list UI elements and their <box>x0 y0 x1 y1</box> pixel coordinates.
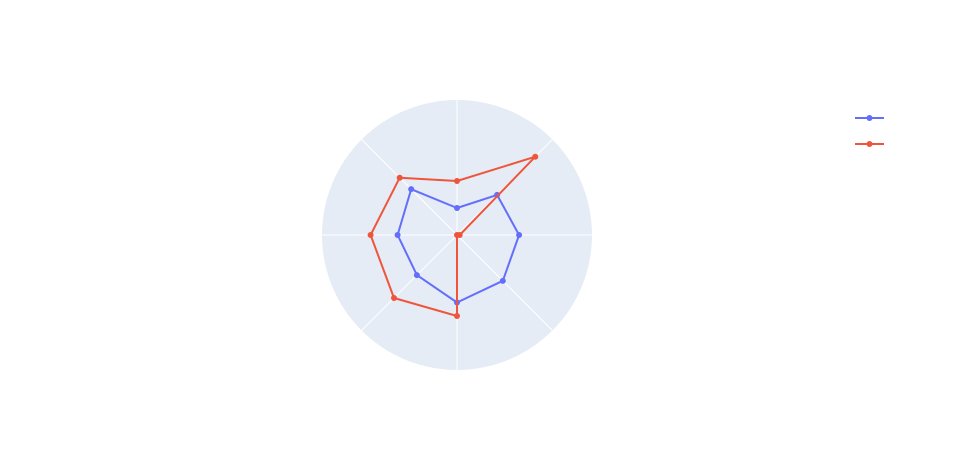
data-point[interactable] <box>413 272 420 279</box>
data-point[interactable] <box>499 277 506 284</box>
data-point[interactable] <box>454 232 460 238</box>
data-point[interactable] <box>454 178 460 184</box>
data-point[interactable] <box>367 232 374 238</box>
data-point[interactable] <box>391 295 397 301</box>
data-point[interactable] <box>408 186 415 193</box>
legend[interactable] <box>855 115 884 147</box>
legend-item[interactable] <box>855 115 884 121</box>
data-point[interactable] <box>394 232 401 238</box>
series-2[interactable] <box>367 153 539 319</box>
data-point[interactable] <box>454 313 460 319</box>
data-point[interactable] <box>454 205 460 211</box>
data-point[interactable] <box>532 153 539 160</box>
angular-gridline <box>361 234 458 331</box>
legend-swatch-marker <box>866 115 873 121</box>
data-point[interactable] <box>396 174 403 181</box>
legend-item[interactable] <box>855 141 884 147</box>
data-point[interactable] <box>516 232 523 238</box>
series-layer <box>367 153 539 319</box>
legend-swatch-marker <box>866 141 873 147</box>
